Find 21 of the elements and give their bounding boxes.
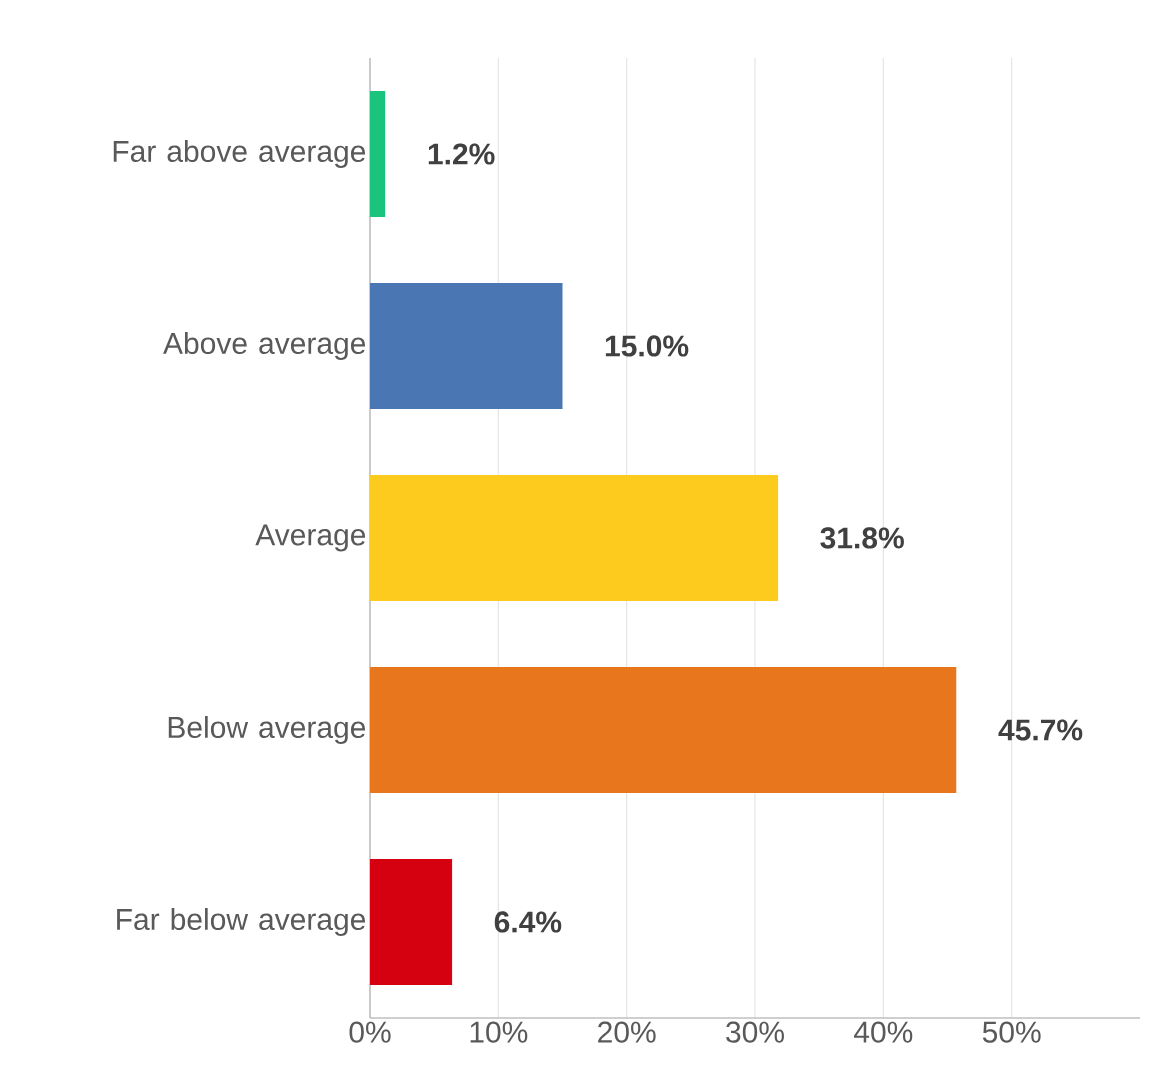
bar xyxy=(370,667,957,793)
y-tick-label: Average xyxy=(255,524,366,552)
data-label: 31.8% xyxy=(820,527,904,549)
y-tick-label: Far above average xyxy=(113,140,366,168)
bar xyxy=(370,90,386,217)
data-label: 15.0% xyxy=(605,335,689,357)
y-tick-label: Below average xyxy=(168,716,366,744)
bar xyxy=(370,282,563,409)
bar xyxy=(370,859,453,985)
x-tick-label: 40% xyxy=(854,1021,913,1043)
data-label: 6.4% xyxy=(494,911,562,933)
y-tick-label: Far below average xyxy=(117,908,366,936)
data-label: 45.7% xyxy=(998,719,1083,741)
x-tick-label: 0% xyxy=(349,1021,391,1043)
x-tick-label: 10% xyxy=(470,1021,528,1043)
bar xyxy=(370,475,779,601)
data-label: 1.2% xyxy=(428,143,495,165)
x-tick-label: 20% xyxy=(598,1021,656,1043)
x-tick-label: 30% xyxy=(726,1021,784,1043)
x-tick-label: 50% xyxy=(982,1021,1041,1043)
y-tick-label: Above average xyxy=(163,332,366,360)
